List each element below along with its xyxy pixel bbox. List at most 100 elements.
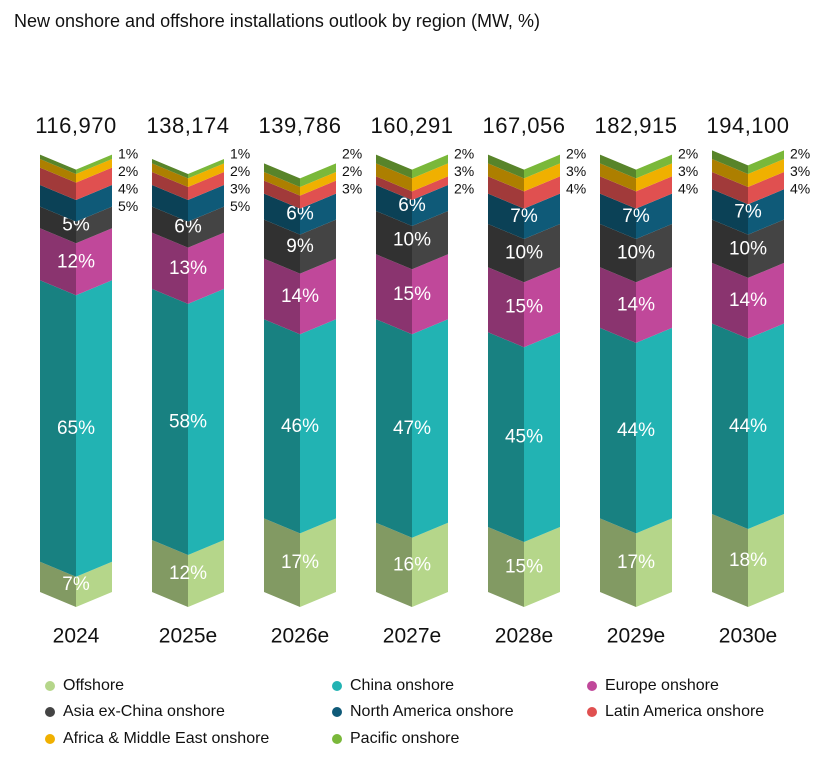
segment-label-outside: 3% bbox=[790, 163, 810, 179]
segment-left-face bbox=[488, 193, 524, 239]
segment-left-face bbox=[488, 223, 524, 283]
segment-label-outside: 4% bbox=[118, 181, 138, 197]
segment-left-face bbox=[152, 171, 188, 200]
segment-right-face bbox=[524, 223, 560, 283]
segment bbox=[264, 163, 336, 187]
segment-left-face bbox=[488, 332, 524, 543]
segment bbox=[40, 206, 112, 244]
segment bbox=[600, 193, 672, 239]
segment-left-face bbox=[264, 319, 300, 534]
legend-swatch bbox=[45, 707, 55, 717]
x-tick-label: 2026e bbox=[271, 625, 329, 648]
segment-right-face bbox=[412, 163, 448, 192]
total-label: 116,970 bbox=[35, 113, 116, 138]
segment-left-face bbox=[264, 180, 300, 209]
total-label: 167,056 bbox=[482, 113, 565, 138]
segment-right-face bbox=[300, 518, 336, 607]
segment-label: 16% bbox=[393, 554, 431, 575]
segment-label-outside: 3% bbox=[566, 163, 586, 179]
segment-label: 17% bbox=[281, 552, 319, 573]
segment-label-outside: 3% bbox=[230, 181, 250, 197]
total-label: 194,100 bbox=[706, 113, 789, 138]
segment-label-outside: 3% bbox=[678, 163, 698, 179]
legend-label: North America onshore bbox=[350, 703, 514, 720]
segment bbox=[40, 280, 112, 577]
segment-label: 15% bbox=[393, 284, 431, 305]
segment-label: 15% bbox=[505, 297, 543, 318]
segment-label: 44% bbox=[617, 420, 655, 441]
segment-right-face bbox=[524, 267, 560, 348]
legend-swatch bbox=[332, 681, 342, 691]
segment-label: 6% bbox=[174, 217, 202, 238]
segment bbox=[600, 154, 672, 179]
segment-label: 5% bbox=[62, 214, 90, 235]
segment-right-face bbox=[636, 163, 672, 192]
segment bbox=[712, 150, 784, 174]
segment-right-face bbox=[188, 540, 224, 607]
segment-right-face bbox=[300, 163, 336, 187]
segment-label: 65% bbox=[57, 418, 95, 439]
segment-label: 44% bbox=[729, 416, 767, 437]
segment-right-face bbox=[76, 561, 112, 607]
segment-right-face bbox=[76, 184, 112, 222]
segment-left-face bbox=[600, 267, 636, 343]
segment-right-face bbox=[300, 219, 336, 274]
segment-left-face bbox=[40, 228, 76, 296]
segment bbox=[152, 206, 224, 248]
total-label: 139,786 bbox=[258, 113, 341, 138]
segment bbox=[264, 219, 336, 274]
segment-left-face bbox=[712, 514, 748, 607]
segment bbox=[40, 154, 112, 174]
x-tick-label: 2024 bbox=[53, 625, 100, 648]
segment-label-outside: 2% bbox=[118, 163, 138, 179]
segment-right-face bbox=[412, 176, 448, 200]
segment-label-outside: 2% bbox=[230, 163, 250, 179]
segment-left-face bbox=[264, 258, 300, 335]
segment-label: 46% bbox=[281, 416, 319, 437]
segment bbox=[264, 258, 336, 335]
segment-right-face bbox=[412, 154, 448, 179]
total-label: 182,915 bbox=[594, 113, 677, 138]
segment bbox=[152, 163, 224, 187]
segment-right-face bbox=[636, 176, 672, 209]
total-label: 138,174 bbox=[146, 113, 229, 138]
segment bbox=[488, 332, 560, 543]
segment-right-face bbox=[412, 319, 448, 538]
segment bbox=[264, 319, 336, 534]
x-tick-label: 2028e bbox=[495, 625, 553, 648]
segment bbox=[152, 159, 224, 179]
segment bbox=[488, 527, 560, 607]
segment-right-face bbox=[748, 189, 784, 235]
legend-label: China onshore bbox=[350, 677, 454, 694]
segment-left-face bbox=[712, 150, 748, 174]
segment bbox=[264, 180, 336, 209]
segment-left-face bbox=[152, 206, 188, 248]
segment-right-face bbox=[188, 159, 224, 179]
segment bbox=[712, 514, 784, 607]
segment-label: 17% bbox=[617, 552, 655, 573]
segment-right-face bbox=[188, 288, 224, 556]
segment bbox=[488, 176, 560, 209]
segment-label: 6% bbox=[398, 195, 426, 216]
segment-label: 14% bbox=[281, 286, 319, 307]
segment-left-face bbox=[264, 518, 300, 607]
segment-label-outside: 5% bbox=[118, 198, 138, 214]
legend-label: Asia ex-China onshore bbox=[63, 703, 225, 720]
segment-label-outside: 2% bbox=[790, 146, 810, 162]
segment-label-outside: 3% bbox=[342, 181, 362, 197]
segment-label-outside: 2% bbox=[678, 146, 698, 162]
segment-left-face bbox=[376, 163, 412, 192]
segment-right-face bbox=[188, 171, 224, 200]
segment-right-face bbox=[300, 319, 336, 534]
segment-left-face bbox=[600, 193, 636, 239]
segment-left-face bbox=[40, 280, 76, 577]
segment-left-face bbox=[488, 163, 524, 192]
segment-label: 12% bbox=[169, 563, 207, 584]
segment-label: 45% bbox=[505, 427, 543, 448]
segment-right-face bbox=[748, 171, 784, 205]
segment-right-face bbox=[76, 154, 112, 174]
segment-right-face bbox=[524, 154, 560, 179]
segment bbox=[712, 171, 784, 205]
segment-left-face bbox=[600, 327, 636, 534]
segment bbox=[712, 189, 784, 235]
